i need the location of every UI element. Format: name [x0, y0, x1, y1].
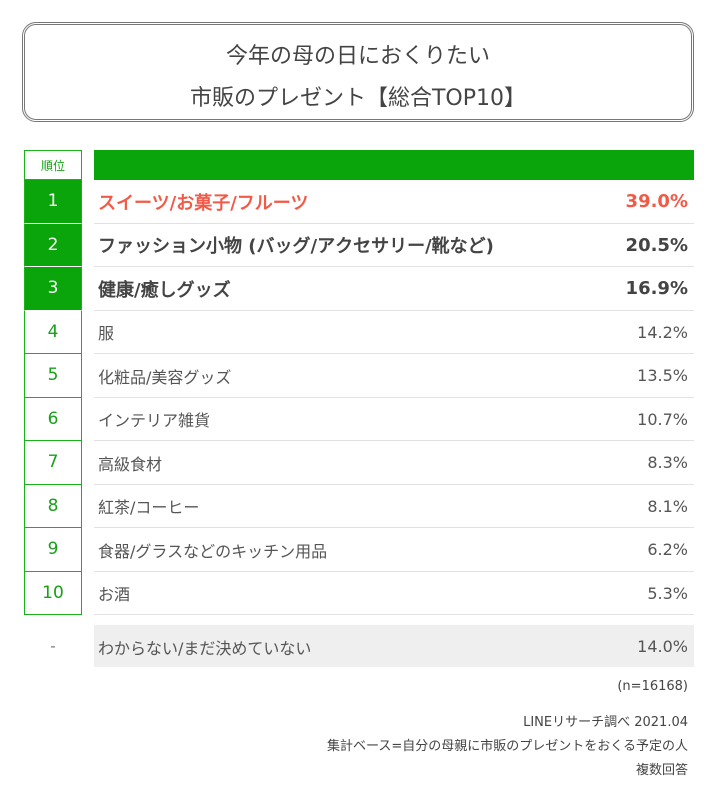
- rank-header: 順位: [24, 150, 82, 180]
- item-name: 食器/グラスなどのキッチン用品: [98, 541, 328, 561]
- item-value: 6.2%: [647, 540, 688, 559]
- item-value: 39.0%: [625, 191, 688, 212]
- title-box: [22, 22, 694, 122]
- item-value: 8.3%: [647, 453, 688, 472]
- item-name: 化粧品/美容グッズ: [98, 367, 232, 387]
- item-name: スイーツ/お菓子/フルーツ: [98, 192, 309, 214]
- item-value: 10.7%: [637, 409, 688, 429]
- item-value: 14.0%: [637, 637, 688, 656]
- rank-cell: 10: [24, 571, 82, 615]
- item-row: 食器/グラスなどのキッチン用品 6.2%: [94, 528, 694, 572]
- item-value: 16.9%: [625, 278, 688, 299]
- header-bar: [94, 150, 694, 180]
- rank-cell: 9: [24, 528, 82, 572]
- item-name: 服: [98, 324, 115, 343]
- title-line: 市販のプレゼント【総合TOP10】: [189, 86, 527, 111]
- item-name: 健康/癒しグッズ: [98, 279, 231, 301]
- item-row: お酒 5.3%: [94, 572, 694, 615]
- rank-cell: 3: [24, 267, 82, 311]
- item-name: 紅茶/コーヒー: [98, 498, 200, 517]
- rank-cell: 5: [24, 354, 82, 398]
- footnote: 複数回答: [635, 763, 688, 778]
- item-value: 13.5%: [637, 366, 688, 385]
- item-row: 健康/癒しグッズ 16.9%: [94, 267, 694, 311]
- rank-cell: 1: [24, 180, 82, 224]
- rank-cell: 4: [24, 310, 82, 354]
- item-row: スイーツ/お菓子/フルーツ 39.0%: [94, 180, 694, 224]
- footnote: LINEリサーチ調べ 2021.04: [523, 715, 688, 730]
- item-name: インテリア雑貨: [98, 411, 211, 430]
- rank-cell: 8: [24, 484, 82, 528]
- item-value: 5.3%: [647, 583, 688, 603]
- item-row: インテリア雑貨 10.7%: [94, 398, 694, 441]
- item-row: ファッション小物 (バッグ/アクセサリー/靴など) 20.5%: [94, 224, 694, 267]
- item-name: お酒: [98, 585, 131, 604]
- item-row: 化粧品/美容グッズ 13.5%: [94, 354, 694, 398]
- rank-cell: 7: [24, 441, 82, 485]
- rank-cell: 6: [24, 397, 82, 441]
- footnote: 集計ベース=自分の母親に市販のプレゼントをおくる予定の人: [327, 739, 688, 754]
- title-line: 今年の母の日におくりたい: [225, 44, 490, 69]
- item-value: 8.1%: [647, 496, 688, 516]
- footnote: (n=16168): [617, 679, 688, 694]
- item-row: 服 14.2%: [94, 311, 694, 354]
- item-name: ファッション小物 (バッグ/アクセサリー/靴など): [98, 236, 494, 257]
- item-row: 高級食材 8.3%: [94, 441, 694, 485]
- other-row: わからない/まだ決めていない 14.0%: [94, 625, 694, 667]
- other-rank: -: [50, 637, 56, 655]
- item-name: わからない/まだ決めていない: [98, 638, 312, 658]
- item-row: 紅茶/コーヒー 8.1%: [94, 485, 694, 528]
- rank-cell: 2: [24, 223, 82, 267]
- item-value: 14.2%: [637, 322, 688, 342]
- item-name: 高級食材: [98, 454, 163, 474]
- item-value: 20.5%: [625, 234, 688, 256]
